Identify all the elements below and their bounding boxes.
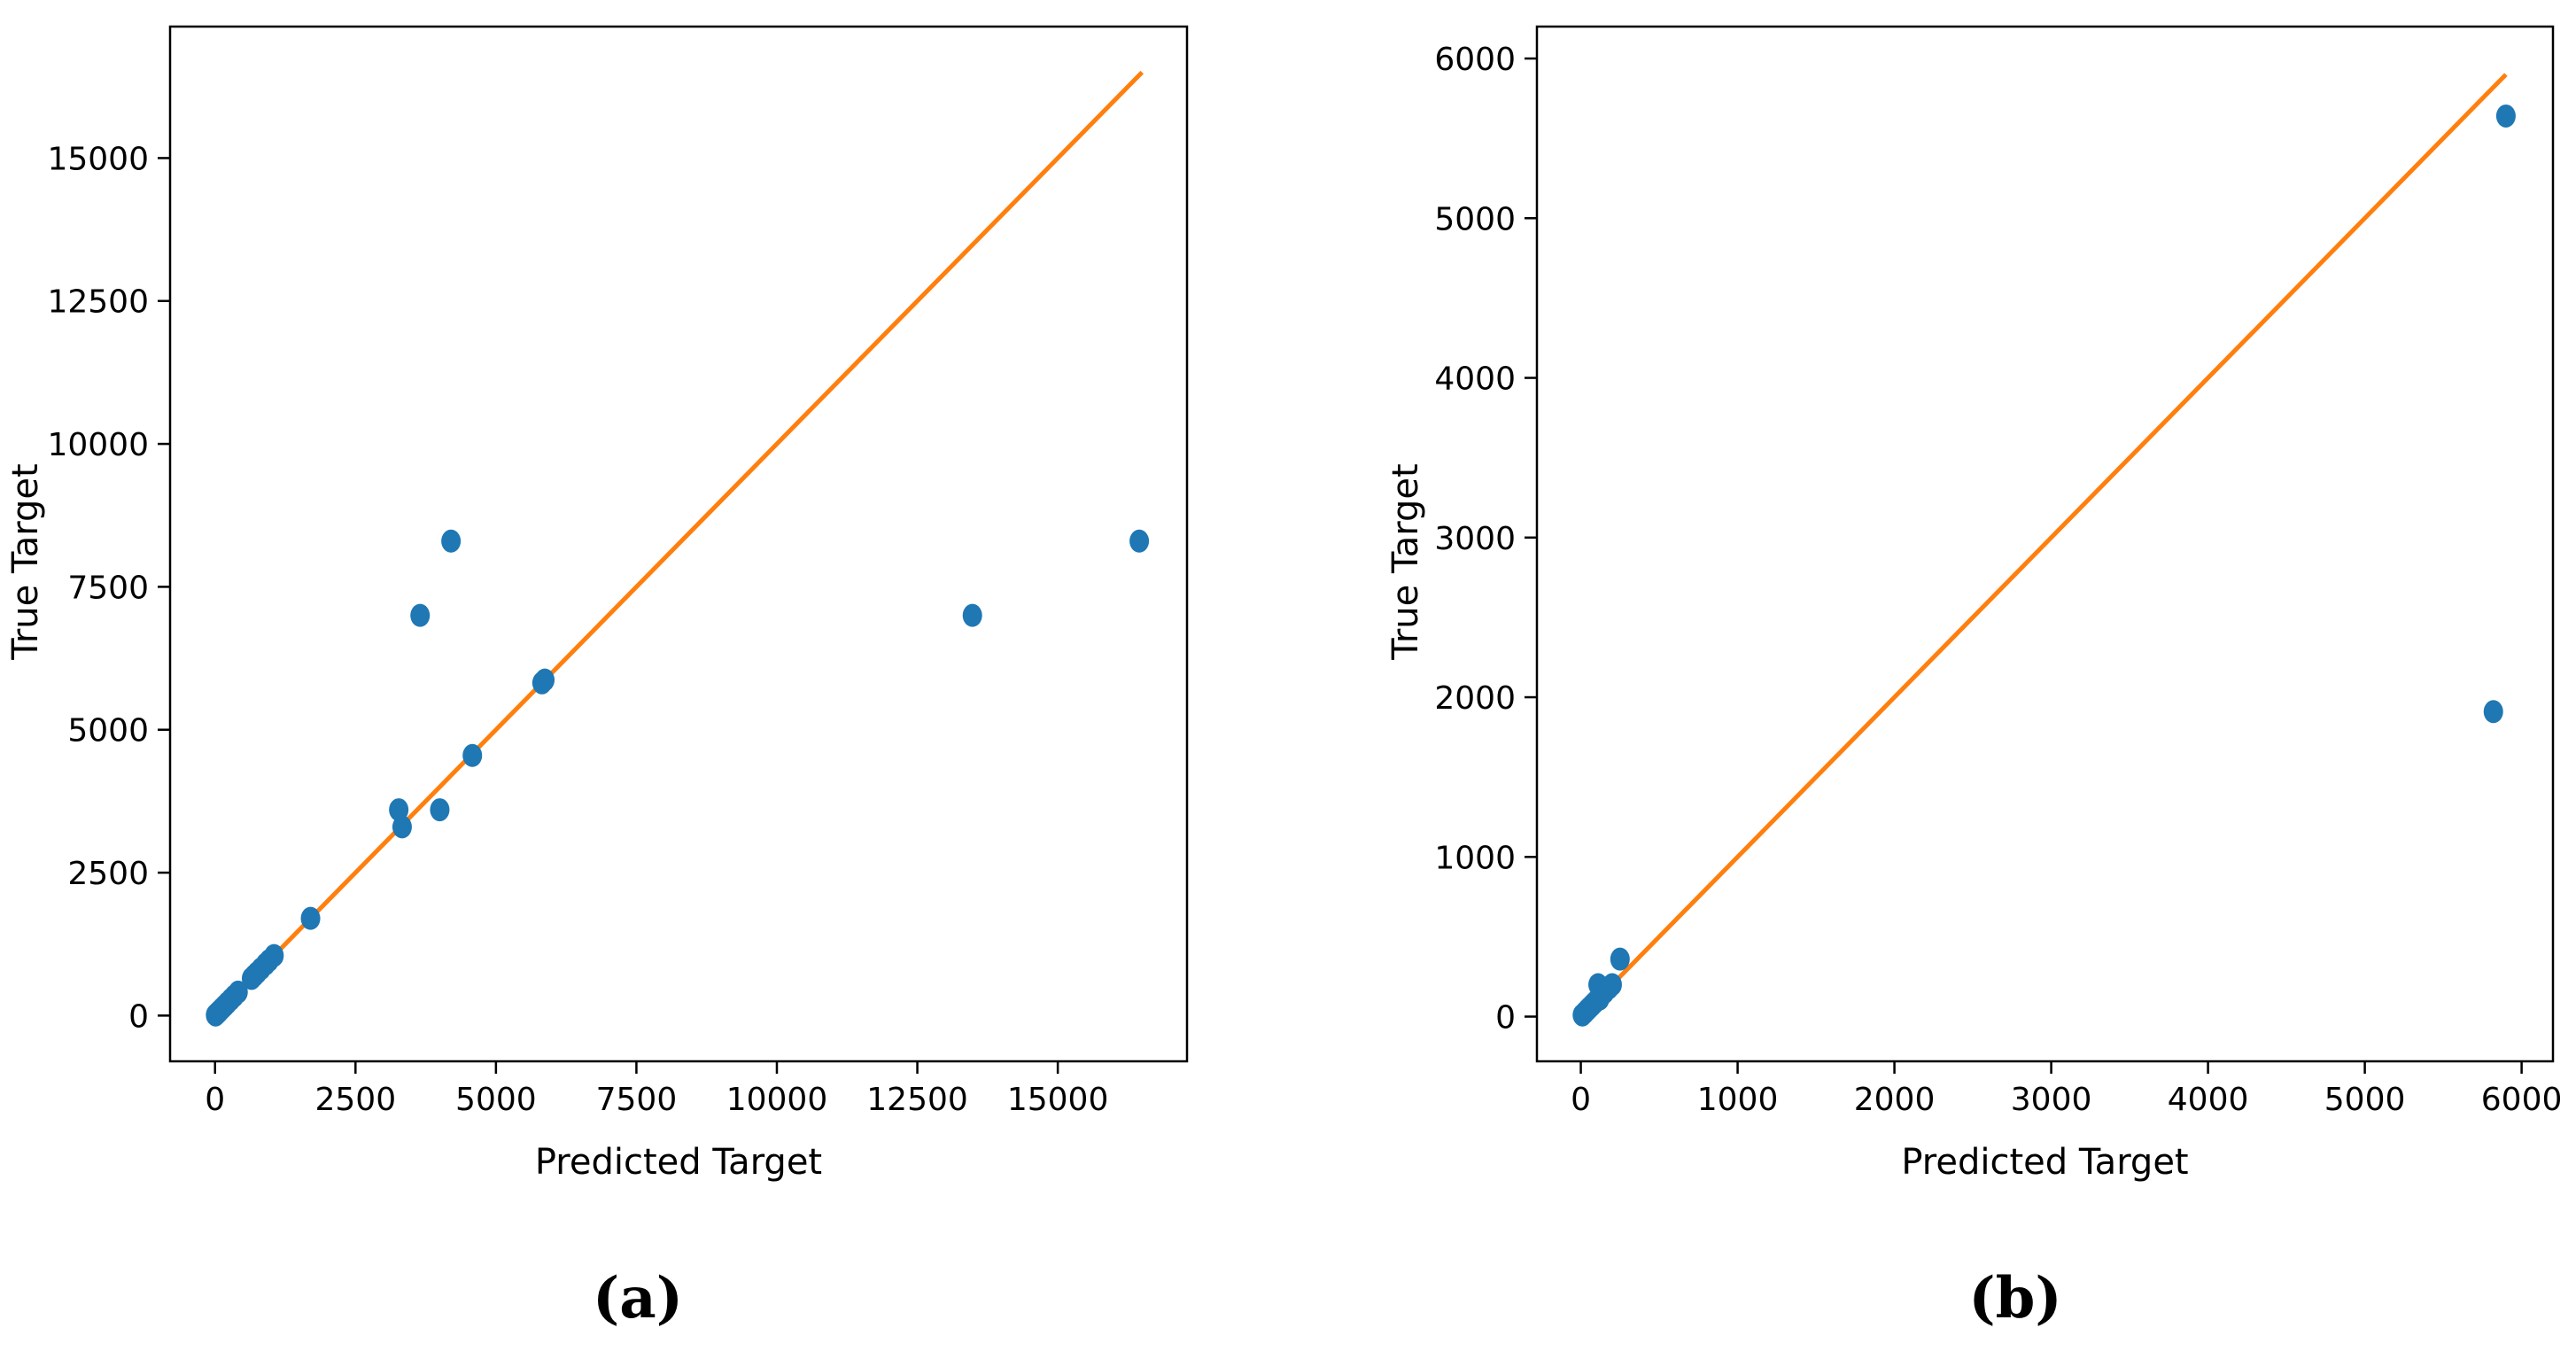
caption-b: (b) xyxy=(1968,1265,2062,1332)
y-tick-label: 6000 xyxy=(1434,42,1516,78)
data-point xyxy=(228,980,248,1004)
x-tick-label: 5000 xyxy=(2324,1082,2406,1118)
data-point xyxy=(300,906,321,930)
data-point xyxy=(389,798,409,822)
y-tick-label: 0 xyxy=(128,998,149,1035)
reference-line xyxy=(1579,73,2508,1019)
x-tick-label: 1000 xyxy=(1697,1082,1779,1118)
x-tick-label: 0 xyxy=(205,1082,225,1118)
data-point xyxy=(392,815,412,839)
plot-frame xyxy=(1535,25,2555,1063)
data-point xyxy=(264,943,284,967)
data-point xyxy=(462,743,483,767)
x-axis-label: Predicted Target xyxy=(535,1142,822,1183)
x-tick-label: 6000 xyxy=(2481,1082,2563,1118)
y-tick-label: 10000 xyxy=(47,427,149,463)
x-tick-label: 2000 xyxy=(1854,1082,1936,1118)
y-tick-label: 1000 xyxy=(1434,840,1516,876)
data-point xyxy=(430,798,450,822)
y-tick-label: 7500 xyxy=(67,570,149,606)
y-tick-label: 2500 xyxy=(67,856,149,892)
y-tick-label: 12500 xyxy=(47,284,149,321)
chart-panel-b: 0 1000 2000 3000 4000 5000 6000 0 1000 2000 3000 40… xyxy=(1385,25,2563,1183)
x-tick-label: 0 xyxy=(1571,1082,1591,1118)
data-point xyxy=(2483,700,2503,724)
y-tick-label: 2000 xyxy=(1434,680,1516,717)
reference-line xyxy=(213,70,1144,1018)
data-point xyxy=(962,603,982,627)
y-tick-label: 5000 xyxy=(67,713,149,749)
caption-a: (a) xyxy=(592,1265,684,1332)
data-point xyxy=(410,603,431,627)
data-point xyxy=(2495,104,2516,128)
plot-frame xyxy=(168,25,1189,1063)
x-tick-label: 15000 xyxy=(1007,1082,1109,1118)
x-tick-label: 4000 xyxy=(2168,1082,2249,1118)
x-tick-label: 12500 xyxy=(866,1082,968,1118)
x-tick-label: 2500 xyxy=(314,1082,396,1118)
y-tick-label: 15000 xyxy=(47,141,149,177)
y-tick-label: 4000 xyxy=(1434,361,1516,398)
x-tick-label: 3000 xyxy=(2011,1082,2092,1118)
x-tick-label: 7500 xyxy=(596,1082,678,1118)
y-axis-label: True Target xyxy=(5,463,46,660)
x-tick-label: 5000 xyxy=(455,1082,537,1118)
y-tick-label: 0 xyxy=(1495,1000,1516,1037)
chart-panel-a: 0 2500 5000 7500 10000 12500 15000 0 2500 5000 750… xyxy=(5,25,1189,1183)
y-tick-label: 3000 xyxy=(1434,521,1516,557)
data-point xyxy=(1129,529,1150,553)
data-point xyxy=(535,668,555,692)
x-tick-label: 10000 xyxy=(726,1082,828,1118)
y-axis-label: True Target xyxy=(1385,463,1426,660)
data-point xyxy=(441,529,462,553)
data-point xyxy=(1610,947,1630,971)
x-axis-label: Predicted Target xyxy=(1901,1142,2188,1183)
data-point xyxy=(1602,973,1622,997)
y-tick-label: 5000 xyxy=(1434,201,1516,237)
